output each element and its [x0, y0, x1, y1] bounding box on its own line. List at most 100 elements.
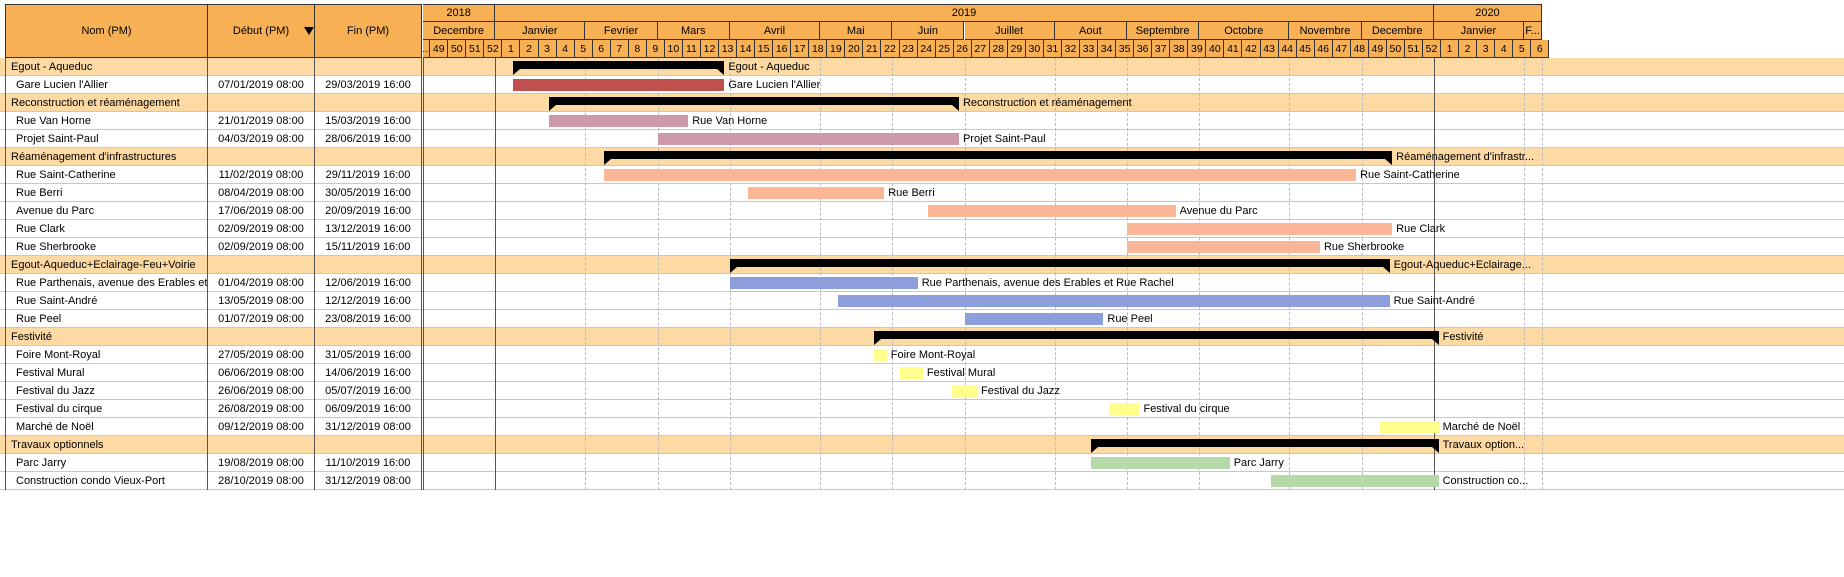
month-header: Fevrier	[585, 22, 658, 40]
task-bar[interactable]	[603, 169, 1357, 181]
task-bar[interactable]	[928, 205, 1176, 217]
week-header: 4	[556, 40, 575, 58]
summary-bar-label: Festivité	[1442, 331, 1484, 343]
task-bar[interactable]	[747, 187, 885, 199]
task-row[interactable]	[0, 418, 1844, 436]
task-row[interactable]	[0, 310, 1844, 328]
week-header: 47	[1332, 40, 1351, 58]
month-header: Decembre	[423, 22, 496, 40]
column-header-name[interactable]: Nom (PM)	[5, 4, 208, 58]
end-date-cell	[315, 148, 422, 166]
task-bar-label: Projet Saint-Paul	[962, 133, 1046, 145]
month-header: Janvier	[1433, 22, 1525, 40]
end-date-cell: 14/06/2019 16:00	[315, 364, 422, 382]
week-header: 2	[520, 40, 539, 58]
month-header: Aout	[1054, 22, 1127, 40]
task-bar[interactable]	[900, 367, 923, 379]
start-date-cell: 19/08/2019 08:00	[208, 454, 315, 472]
task-bar[interactable]	[964, 313, 1104, 325]
task-row[interactable]	[0, 184, 1844, 202]
summary-bar[interactable]	[729, 259, 1390, 273]
week-header: 40	[1206, 40, 1225, 58]
month-gridline	[1524, 58, 1526, 490]
month-header: Mars	[657, 22, 730, 40]
task-bar-label: Rue Berri	[888, 187, 935, 199]
task-row[interactable]	[0, 76, 1844, 94]
task-row[interactable]	[0, 220, 1844, 238]
task-bar[interactable]	[1126, 241, 1320, 253]
task-bar[interactable]	[549, 115, 689, 127]
week-header: 24	[917, 40, 936, 58]
task-row[interactable]	[0, 346, 1844, 364]
summary-bar[interactable]	[874, 331, 1439, 345]
task-bar-label: Rue Saint-Catherine	[1360, 169, 1460, 181]
task-row[interactable]	[0, 292, 1844, 310]
column-header-end-label: Fin (PM)	[346, 25, 390, 37]
week-header: 7	[610, 40, 629, 58]
task-name-cell: Rue Clark	[5, 220, 208, 238]
start-date-cell	[208, 436, 315, 454]
month-header: Septembre	[1126, 22, 1200, 40]
task-bar-label: Parc Jarry	[1233, 457, 1284, 469]
month-gridline	[1361, 58, 1363, 490]
task-name-cell: Construction condo Vieux-Port	[5, 472, 208, 490]
summary-name-cell: Réaménagement d'infrastructures	[5, 148, 208, 166]
task-row[interactable]	[0, 238, 1844, 256]
task-row[interactable]	[0, 130, 1844, 148]
summary-bar[interactable]	[603, 151, 1393, 165]
end-date-cell: 31/12/2019 08:00	[315, 472, 422, 490]
summary-name-cell: Reconstruction et réaménagement	[5, 94, 208, 112]
week-header: 52	[484, 40, 503, 58]
task-bar[interactable]	[729, 277, 918, 289]
week-header: 6	[592, 40, 611, 58]
summary-bar[interactable]	[513, 61, 725, 75]
task-row[interactable]	[0, 472, 1844, 490]
month-header: Janvier	[495, 22, 586, 40]
summary-bar[interactable]	[549, 97, 959, 111]
week-header: 2	[1459, 40, 1478, 58]
task-bar[interactable]	[1271, 475, 1439, 487]
task-bar[interactable]	[1108, 403, 1140, 415]
start-date-cell: 17/06/2019 08:00	[208, 202, 315, 220]
summary-bar[interactable]	[1090, 439, 1439, 453]
task-row[interactable]	[0, 382, 1844, 400]
week-header: 19	[827, 40, 846, 58]
task-bar[interactable]	[1379, 421, 1439, 433]
task-bar[interactable]	[951, 385, 978, 397]
task-row[interactable]	[0, 202, 1844, 220]
task-bar[interactable]	[874, 349, 887, 361]
end-date-cell: 29/11/2019 16:00	[315, 166, 422, 184]
month-gridline	[729, 58, 731, 490]
task-name-cell: Rue Van Horne	[5, 112, 208, 130]
column-header-end[interactable]: Fin (PM)	[315, 4, 422, 58]
week-header: 28	[989, 40, 1008, 58]
task-name-cell: Rue Peel	[5, 310, 208, 328]
year-gridline	[495, 58, 497, 490]
week-header: 48	[1350, 40, 1369, 58]
end-date-cell: 29/03/2019 16:00	[315, 76, 422, 94]
column-header-start-label: Début (PM)	[232, 25, 290, 37]
task-row[interactable]	[0, 166, 1844, 184]
sort-descending-arrow-icon[interactable]	[304, 27, 314, 35]
task-row[interactable]	[0, 364, 1844, 382]
task-bar[interactable]	[513, 79, 725, 91]
task-bar[interactable]	[1126, 223, 1393, 235]
start-date-cell: 02/09/2019 08:00	[208, 238, 315, 256]
task-bar-label: Gare Lucien l'Allier	[728, 79, 821, 91]
task-bar[interactable]	[657, 133, 959, 145]
end-date-cell	[315, 328, 422, 346]
task-bar[interactable]	[1090, 457, 1230, 469]
task-row[interactable]	[0, 400, 1844, 418]
task-row[interactable]	[0, 274, 1844, 292]
column-header-start[interactable]: Début (PM)	[208, 4, 315, 58]
task-row[interactable]	[0, 112, 1844, 130]
week-header: 50	[1386, 40, 1405, 58]
task-name-cell: Rue Parthenais, avenue des Erables et Ru…	[5, 274, 208, 292]
start-date-cell	[208, 256, 315, 274]
summary-row[interactable]	[0, 58, 1844, 76]
task-bar[interactable]	[838, 295, 1390, 307]
start-date-cell: 26/06/2019 08:00	[208, 382, 315, 400]
task-row[interactable]	[0, 454, 1844, 472]
start-date-cell	[208, 94, 315, 112]
end-date-cell	[315, 94, 422, 112]
